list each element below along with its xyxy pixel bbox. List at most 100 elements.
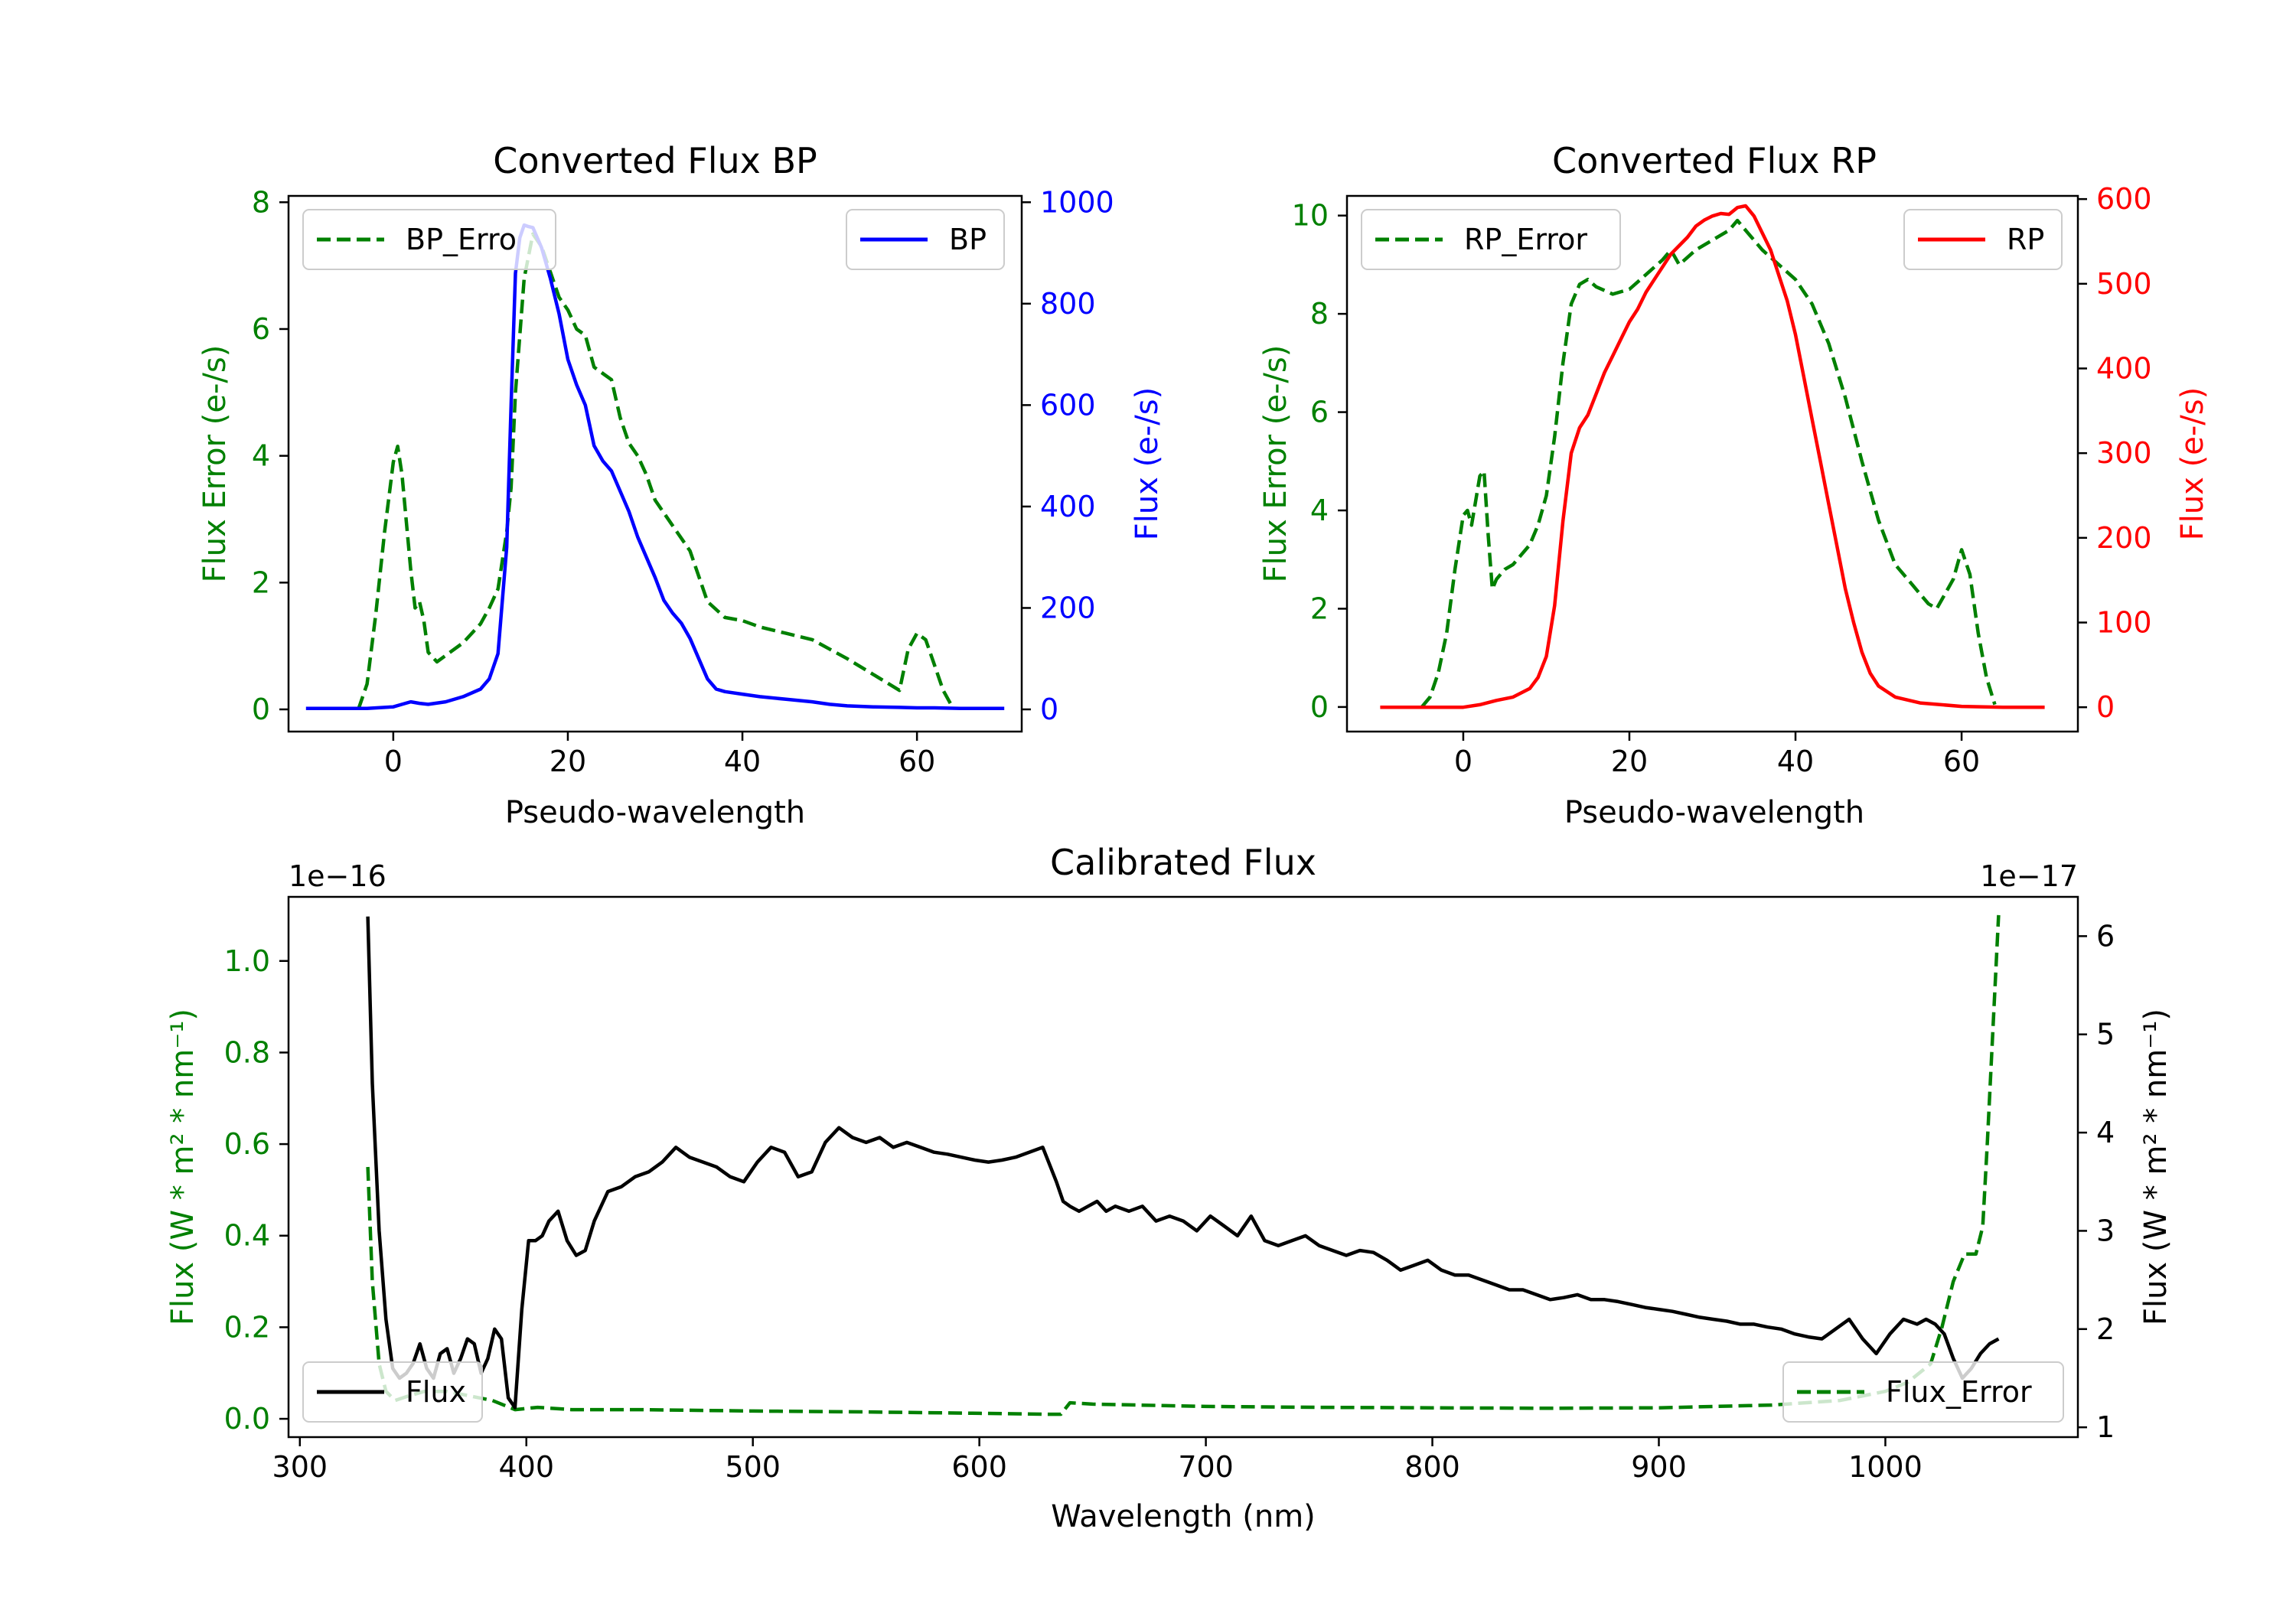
bp-left-tick-label: 8 bbox=[252, 185, 270, 219]
cal-left-ylabel: Flux (W * m² * nm⁻¹) bbox=[165, 1009, 201, 1325]
rp-right-tick-label: 600 bbox=[2096, 182, 2152, 216]
bp-x-tick-label: 20 bbox=[550, 745, 586, 778]
bp-x-tick-label: 0 bbox=[384, 745, 403, 778]
cal-left-offset-text: 1e−16 bbox=[289, 859, 386, 893]
cal-left-tick-label: 0.0 bbox=[224, 1402, 270, 1436]
rp-left-tick-label: 0 bbox=[1310, 690, 1329, 724]
rp-left-tick-label: 4 bbox=[1310, 494, 1329, 527]
bp-legend-left-label: BP_Erro bbox=[406, 223, 517, 256]
cal-left-tick-label: 0.6 bbox=[224, 1127, 270, 1161]
cal-legend-right-box bbox=[1782, 1361, 2064, 1423]
cal-right-ylabel: Flux (W * m² * nm⁻¹) bbox=[2138, 1009, 2174, 1325]
rp-right-ylabel: Flux (e-/s) bbox=[2175, 387, 2210, 540]
bp-series-bp-error bbox=[357, 232, 954, 710]
cal-left-tick-label: 0.4 bbox=[224, 1219, 270, 1253]
rp-right-ticks: 0 100 200 300 400 500 600 bbox=[2078, 182, 2152, 724]
bp-left-tick-label: 2 bbox=[252, 566, 270, 599]
rp-left-ylabel: Flux Error (e-/s) bbox=[1258, 345, 1293, 583]
rp-legend-right-label: RP bbox=[2007, 223, 2044, 256]
bp-right-tick-label: 1000 bbox=[1040, 185, 1114, 219]
cal-right-tick-label: 1 bbox=[2096, 1410, 2115, 1444]
bp-right-ylabel: Flux (e-/s) bbox=[1130, 387, 1165, 540]
cal-right-tick-label: 3 bbox=[2096, 1214, 2115, 1247]
rp-x-tick-label: 40 bbox=[1777, 745, 1814, 778]
cal-xlabel: Wavelength (nm) bbox=[1051, 1499, 1316, 1534]
cal-x-tick-label: 800 bbox=[1404, 1450, 1460, 1484]
cal-series-flux-error bbox=[366, 914, 2001, 1416]
rp-right-tick-label: 300 bbox=[2096, 436, 2152, 470]
cal-x-tick-label: 500 bbox=[725, 1450, 781, 1484]
rp-left-tick-label: 8 bbox=[1310, 297, 1329, 331]
cal-x-tick-label: 700 bbox=[1178, 1450, 1234, 1484]
bp-left-ticks: 0 2 4 6 8 bbox=[252, 185, 289, 726]
cal-plot-lines bbox=[366, 914, 2001, 1416]
bp-left-tick-label: 6 bbox=[252, 312, 270, 346]
rp-series-rp bbox=[1380, 204, 2045, 709]
cal-right-tick-label: 2 bbox=[2096, 1312, 2115, 1346]
rp-x-tick-label: 20 bbox=[1611, 745, 1648, 778]
cal-left-tick-label: 0.8 bbox=[224, 1035, 270, 1069]
bp-legend-right-label: BP bbox=[949, 223, 987, 256]
cal-x-ticks: 300 400 500 600 700 800 900 1000 bbox=[272, 1437, 1923, 1484]
rp-legend-left: RP_Error bbox=[1361, 209, 1621, 270]
cal-x-tick-label: 1000 bbox=[1848, 1450, 1923, 1484]
cal-x-tick-label: 600 bbox=[951, 1450, 1007, 1484]
cal-title: Calibrated Flux bbox=[1050, 842, 1316, 883]
rp-right-tick-label: 100 bbox=[2096, 606, 2152, 640]
cal-series-flux bbox=[366, 916, 2000, 1410]
cal-legend-left: Flux bbox=[302, 1361, 483, 1423]
cal-axes-frame bbox=[287, 895, 2079, 1439]
cal-x-tick-label: 300 bbox=[272, 1450, 328, 1484]
chart-calibrated: Calibrated Flux 1e−16 1e−17 300 400 500 600… bbox=[165, 842, 2174, 1534]
rp-x-tick-label: 60 bbox=[1943, 745, 1980, 778]
rp-axes-frame bbox=[1345, 194, 2079, 733]
cal-right-tick-label: 4 bbox=[2096, 1116, 2115, 1149]
bp-legend-left-box bbox=[302, 209, 556, 270]
rp-plot-lines bbox=[1380, 204, 2045, 709]
cal-legend-left-label: Flux bbox=[406, 1375, 466, 1409]
cal-left-ticks: 0.0 0.2 0.4 0.6 0.8 1.0 bbox=[224, 944, 289, 1436]
bp-xlabel: Pseudo-wavelength bbox=[505, 795, 805, 830]
cal-legend-left-box bbox=[302, 1361, 483, 1423]
bp-left-tick-label: 4 bbox=[252, 439, 270, 473]
bp-series-bp bbox=[305, 223, 1005, 710]
bp-right-ticks: 0 200 400 600 800 1000 bbox=[1022, 185, 1114, 726]
cal-legend-right: Flux_Error bbox=[1782, 1361, 2064, 1423]
bp-x-ticks: 0 20 40 60 bbox=[384, 732, 935, 778]
bp-left-tick-label: 0 bbox=[252, 693, 270, 726]
cal-right-tick-label: 5 bbox=[2096, 1018, 2115, 1051]
bp-right-tick-label: 800 bbox=[1040, 287, 1096, 321]
cal-left-tick-label: 1.0 bbox=[224, 944, 270, 978]
bp-right-tick-label: 400 bbox=[1040, 490, 1096, 523]
bp-right-tick-label: 600 bbox=[1040, 388, 1096, 422]
cal-x-tick-label: 400 bbox=[498, 1450, 554, 1484]
rp-right-tick-label: 200 bbox=[2096, 521, 2152, 555]
rp-series-rp-error bbox=[1420, 218, 1997, 709]
bp-x-tick-label: 40 bbox=[724, 745, 761, 778]
rp-left-tick-label: 10 bbox=[1292, 199, 1329, 233]
cal-right-offset-text: 1e−17 bbox=[1980, 859, 2078, 893]
cal-left-tick-label: 0.2 bbox=[224, 1310, 270, 1344]
rp-left-tick-label: 2 bbox=[1310, 592, 1329, 625]
rp-x-ticks: 0 20 40 60 bbox=[1454, 732, 1980, 778]
bp-left-ylabel: Flux Error (e-/s) bbox=[197, 345, 233, 583]
rp-right-tick-label: 400 bbox=[2096, 351, 2152, 385]
bp-axes-frame bbox=[287, 194, 1023, 733]
bp-title: Converted Flux BP bbox=[493, 140, 817, 181]
chart-rp: Converted Flux RP 0 20 40 60 0 2 4 6 8 10 0 100 20… bbox=[1258, 140, 2210, 830]
chart-bp: Converted Flux BP 0 20 40 60 0 2 4 6 8 0 200 400 6… bbox=[197, 140, 1165, 830]
cal-x-tick-label: 900 bbox=[1631, 1450, 1687, 1484]
bp-legend-left: BP_Erro bbox=[302, 209, 556, 270]
bp-right-tick-label: 200 bbox=[1040, 591, 1096, 624]
rp-legend-left-box bbox=[1361, 209, 1621, 270]
cal-right-tick-label: 6 bbox=[2096, 919, 2115, 953]
rp-legend-right: RP bbox=[1903, 209, 2063, 270]
rp-left-ticks: 0 2 4 6 8 10 bbox=[1292, 199, 1347, 724]
bp-legend-right: BP bbox=[846, 209, 1005, 270]
rp-right-tick-label: 0 bbox=[2096, 690, 2115, 724]
bp-plot-lines bbox=[305, 223, 1005, 710]
rp-xlabel: Pseudo-wavelength bbox=[1564, 795, 1864, 830]
bp-right-tick-label: 0 bbox=[1040, 693, 1058, 726]
rp-left-tick-label: 6 bbox=[1310, 396, 1329, 429]
